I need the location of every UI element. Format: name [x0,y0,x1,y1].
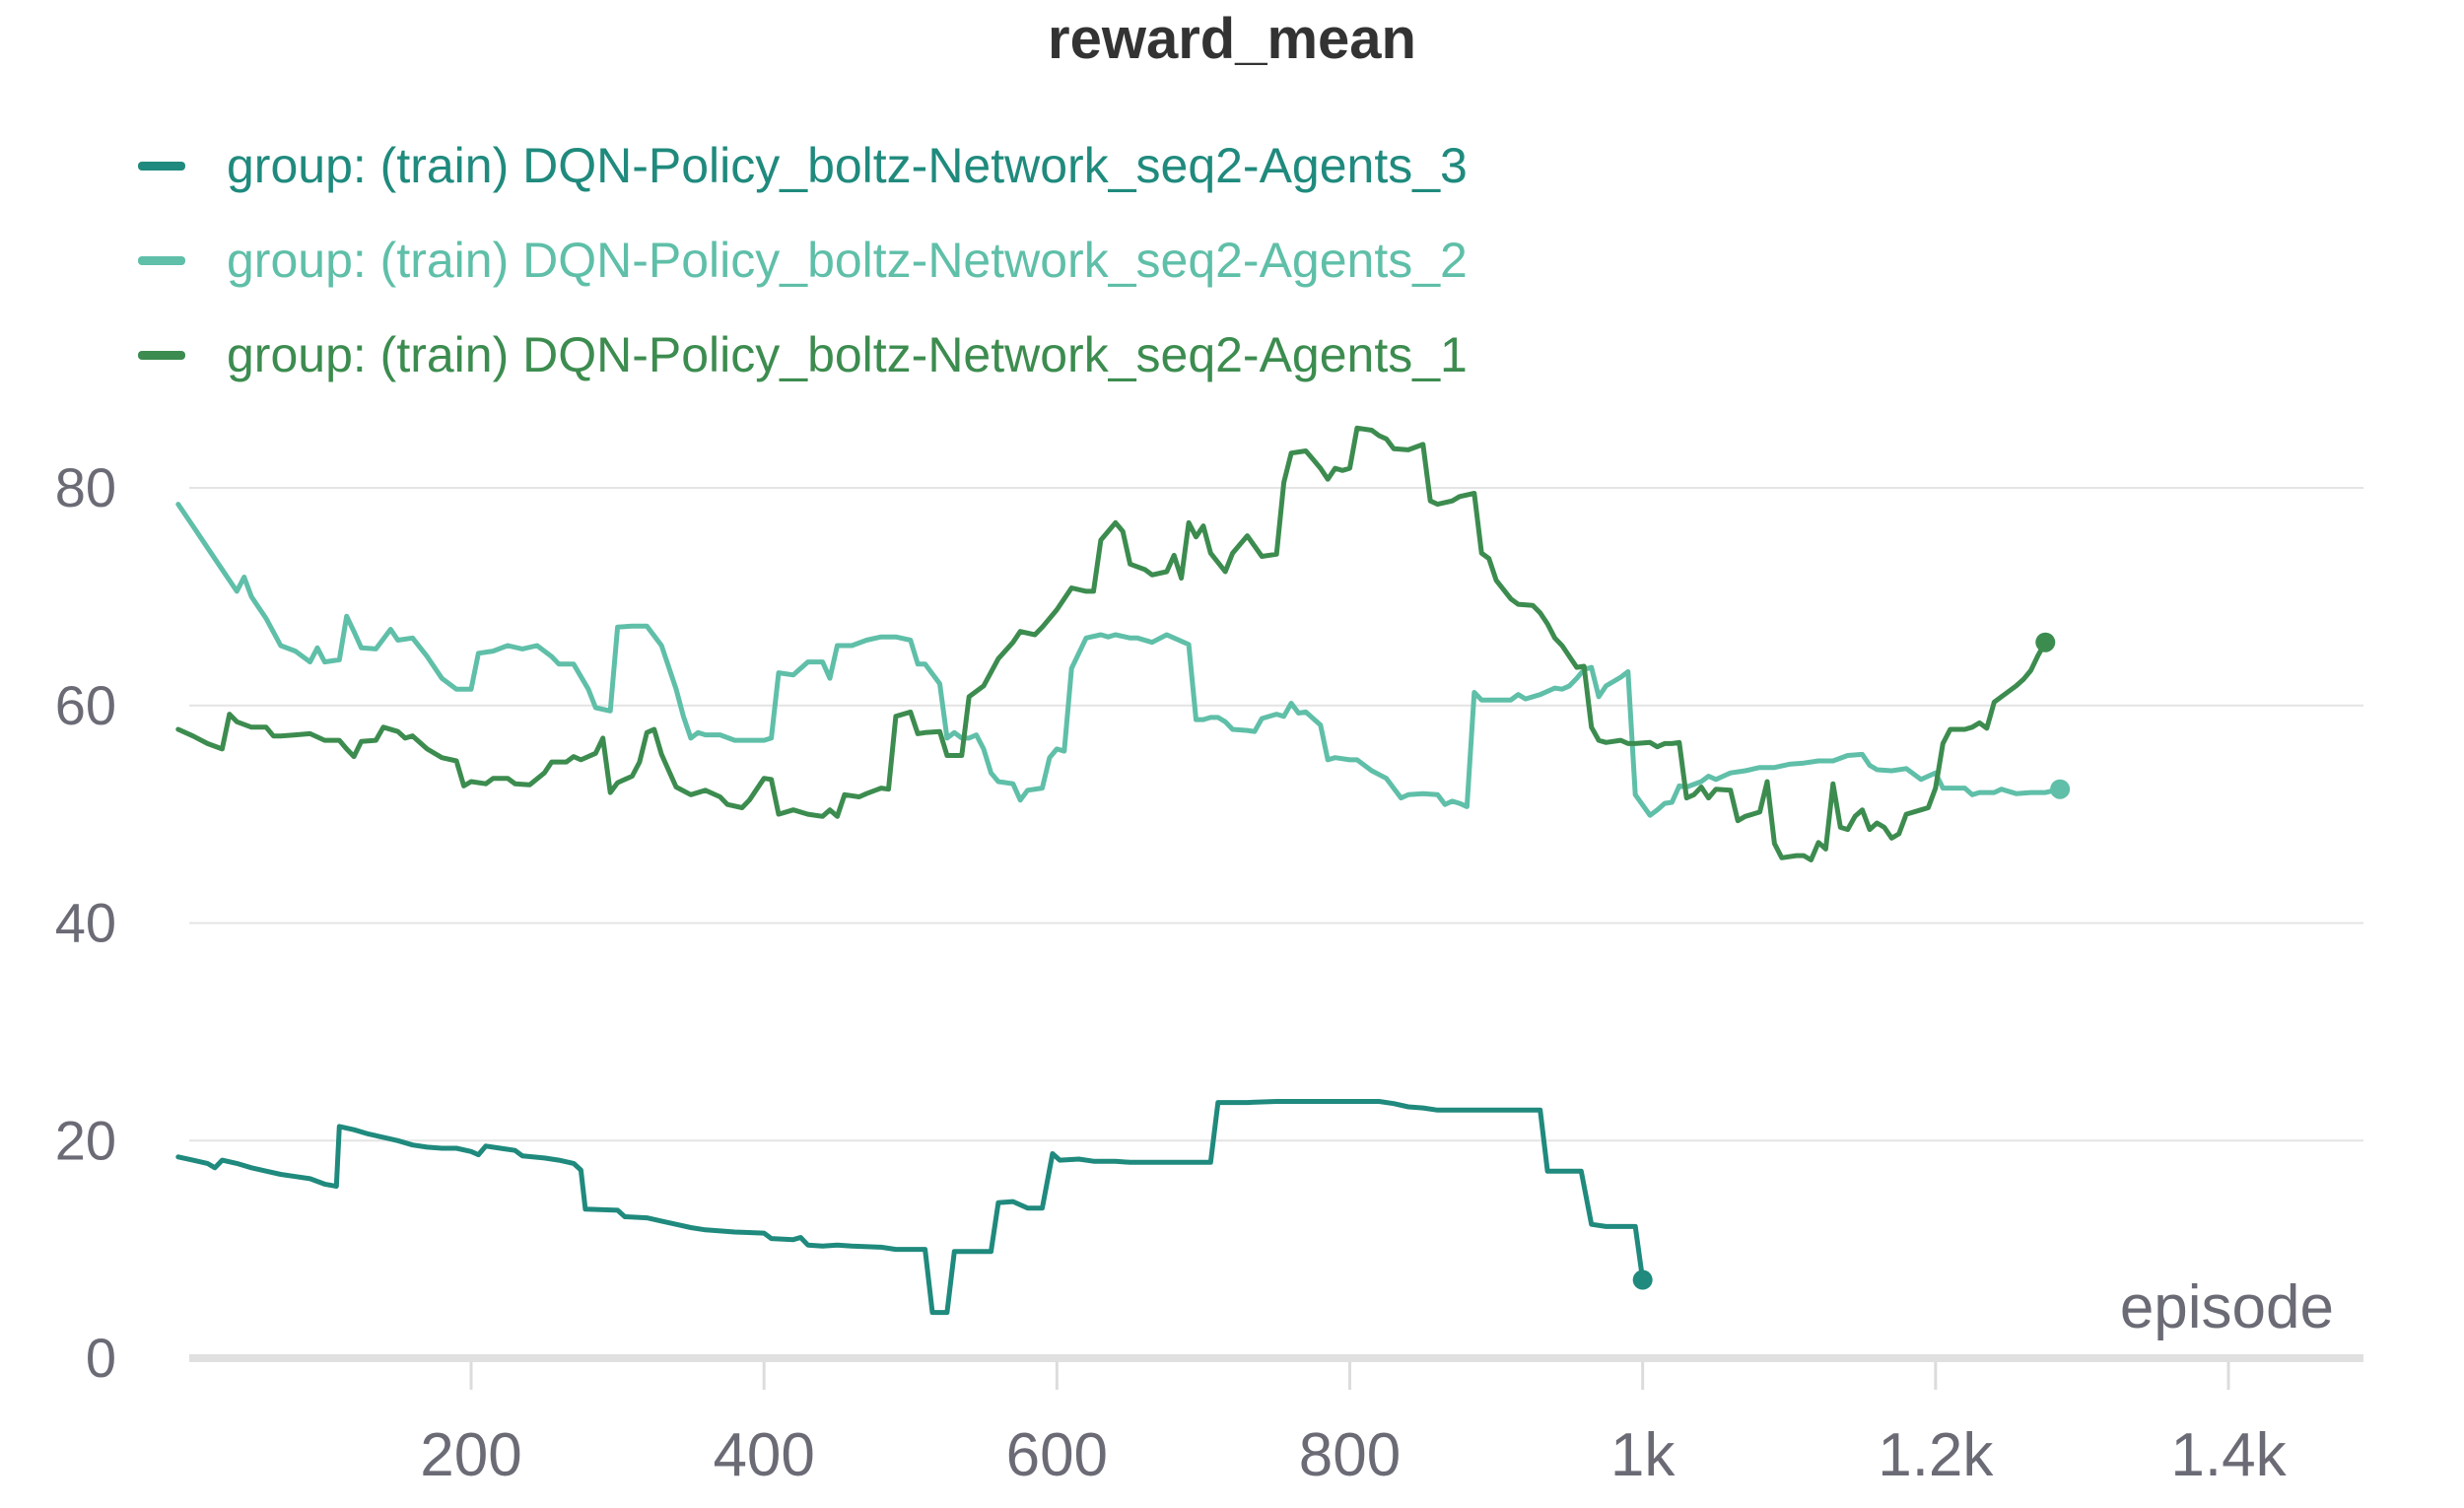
series-line-1[interactable] [175,425,2048,862]
x-tick-label: 1.2k [1878,1421,1994,1489]
x-tick-label: 800 [1299,1421,1401,1489]
legend-label-agents-3: group: (train) DQN-Policy_boltz-Network_… [227,138,1468,193]
x-tick-label: 600 [1006,1421,1108,1489]
legend-label-agents-1: group: (train) DQN-Policy_boltz-Network_… [227,327,1468,382]
legend-label-agents-2: group: (train) DQN-Policy_boltz-Network_… [227,233,1468,288]
series-end-marker-2 [2050,779,2071,799]
legend-swatch-agents-3 [138,161,185,171]
chart-title: reward_mean [1048,7,1416,71]
series-line-3[interactable] [175,1099,1646,1316]
y-tick-label: 0 [86,1327,116,1389]
y-tick-label: 60 [55,674,116,736]
x-tick-label: 1.4k [2170,1421,2287,1489]
legend-swatch-agents-2 [138,255,185,265]
x-axis-label: episode [2120,1273,2334,1341]
legend-swatch-agents-1 [138,350,185,360]
y-tick-label: 80 [55,456,116,518]
series-end-marker-3 [1632,1269,1653,1290]
legend-item-agents-1[interactable]: group: (train) DQN-Policy_boltz-Network_… [138,308,1468,402]
legend-item-agents-3[interactable]: group: (train) DQN-Policy_boltz-Network_… [138,118,1468,213]
x-tick-label: 1k [1610,1421,1676,1489]
series-line-2[interactable] [175,502,2063,818]
x-tick-label: 200 [420,1421,521,1489]
y-tick-label: 40 [55,892,116,954]
chart-legend: group: (train) DQN-Policy_boltz-Network_… [138,118,1468,402]
legend-item-agents-2[interactable]: group: (train) DQN-Policy_boltz-Network_… [138,213,1468,308]
series-end-marker-1 [2035,632,2056,652]
x-tick-label: 400 [713,1421,814,1489]
y-tick-label: 20 [55,1109,116,1171]
